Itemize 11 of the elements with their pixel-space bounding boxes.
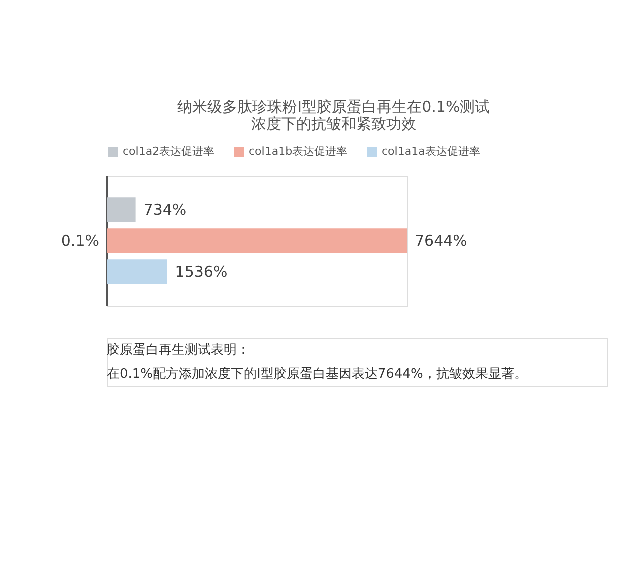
legend-label: col1a1b表达促进率 <box>249 145 348 158</box>
legend-label: col1a2表达促进率 <box>123 145 215 158</box>
data-label: 1536% <box>175 262 228 281</box>
text: 在0.1%配方添加浓度下的I型胶原蛋白基因表达7644%，抗皱效果显著。 <box>107 366 528 382</box>
data-label: 734% <box>144 201 187 220</box>
y-tick-label: 0.1% <box>61 232 100 250</box>
text: 纳米级多肽珍珠粉I型胶原蛋白再生在0.1%测试 <box>178 98 490 116</box>
text: 浓度下的抗皱和紧致功效 <box>251 115 416 133</box>
text: 胶原蛋白再生测试表明： <box>107 343 250 358</box>
legend-label: col1a1a表达促进率 <box>382 145 480 158</box>
data-label: 7644% <box>415 232 468 250</box>
